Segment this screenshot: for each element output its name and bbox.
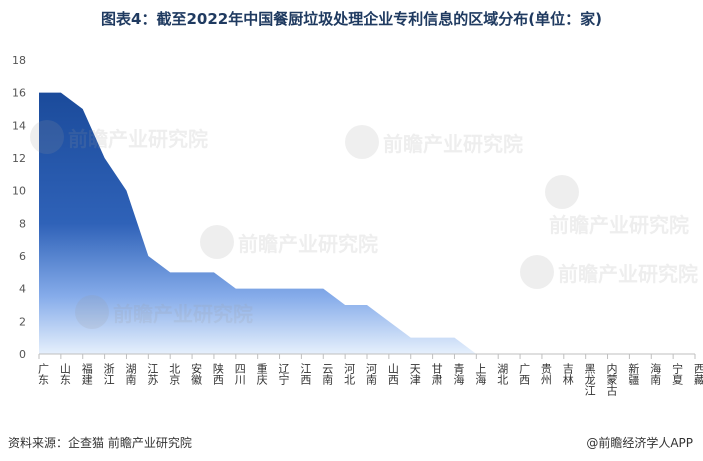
x-tick-label: 山西 (386, 363, 399, 385)
area-chart: 0 2 4 6 8 10 12 14 16 18 广东 山东 福建 浙江 湖南 江苏 北京 安徽 陕西 四川 重庆 辽宁… (12, 54, 703, 396)
y-tick-label: 2 (19, 315, 26, 328)
x-tick-label: 福建 (80, 362, 93, 386)
y-tick-label: 18 (12, 54, 26, 67)
x-tick-label: 吉林 (561, 363, 574, 385)
x-tick-label: 贵州 (539, 363, 552, 385)
x-tick-label: 西藏 (693, 363, 703, 386)
x-tick-label: 河南 (365, 363, 378, 385)
x-tick-label: 广东 (37, 363, 50, 385)
x-tick-label: 青海 (452, 363, 465, 386)
x-tick-label: 浙江 (102, 363, 115, 385)
y-tick-label: 6 (19, 250, 26, 263)
x-tick-label: 甘肃 (430, 363, 443, 386)
x-tick-label: 江西 (299, 363, 312, 385)
brand-credit: @前瞻经济学人APP (586, 436, 693, 450)
x-tick-label: 安徽 (190, 362, 203, 386)
x-tick-label: 陕西 (211, 362, 224, 385)
x-tick-label: 北京 (168, 363, 181, 386)
x-tick-label: 上海 (474, 363, 487, 386)
y-tick-label: 14 (12, 119, 26, 132)
x-tick-label: 湖南 (124, 363, 137, 385)
x-tick-label: 海南 (649, 362, 662, 385)
y-tick-label: 4 (19, 283, 26, 296)
y-tick-label: 0 (19, 348, 26, 361)
y-tick-label: 16 (12, 87, 26, 100)
x-tick-label: 江苏 (146, 363, 159, 386)
x-tick-label: 内蒙古 (605, 362, 618, 396)
y-tick-label: 10 (12, 185, 26, 198)
x-axis: 广东 山东 福建 浙江 湖南 江苏 北京 安徽 陕西 四川 重庆 辽宁 江西 云南 河北 河南 山西 天津 甘肃 青海… (37, 354, 703, 396)
x-tick-label: 辽宁 (277, 363, 290, 385)
area-series (39, 92, 695, 355)
x-tick-label: 云南 (321, 363, 334, 385)
x-tick-label: 山东 (58, 363, 71, 385)
x-tick-label: 重庆 (255, 362, 268, 386)
x-tick-label: 黑龙江 (583, 363, 596, 396)
y-tick-label: 8 (19, 217, 26, 230)
y-tick-label: 12 (12, 152, 26, 165)
x-tick-label: 河北 (343, 363, 356, 385)
x-tick-label: 广西 (518, 363, 531, 385)
x-tick-label: 天津 (408, 363, 421, 385)
x-tick-label: 新疆 (627, 362, 640, 385)
chart-title: 图表4：截至2022年中国餐厨垃圾处理企业专利信息的区域分布(单位：家) (101, 10, 602, 28)
x-tick-label: 宁夏 (671, 362, 684, 385)
y-axis: 0 2 4 6 8 10 12 14 16 18 (12, 54, 26, 361)
x-tick-label: 四川 (233, 363, 246, 385)
x-tick-label: 湖北 (496, 363, 509, 385)
source-note: 资料来源：企查猫 前瞻产业研究院 (8, 436, 192, 450)
